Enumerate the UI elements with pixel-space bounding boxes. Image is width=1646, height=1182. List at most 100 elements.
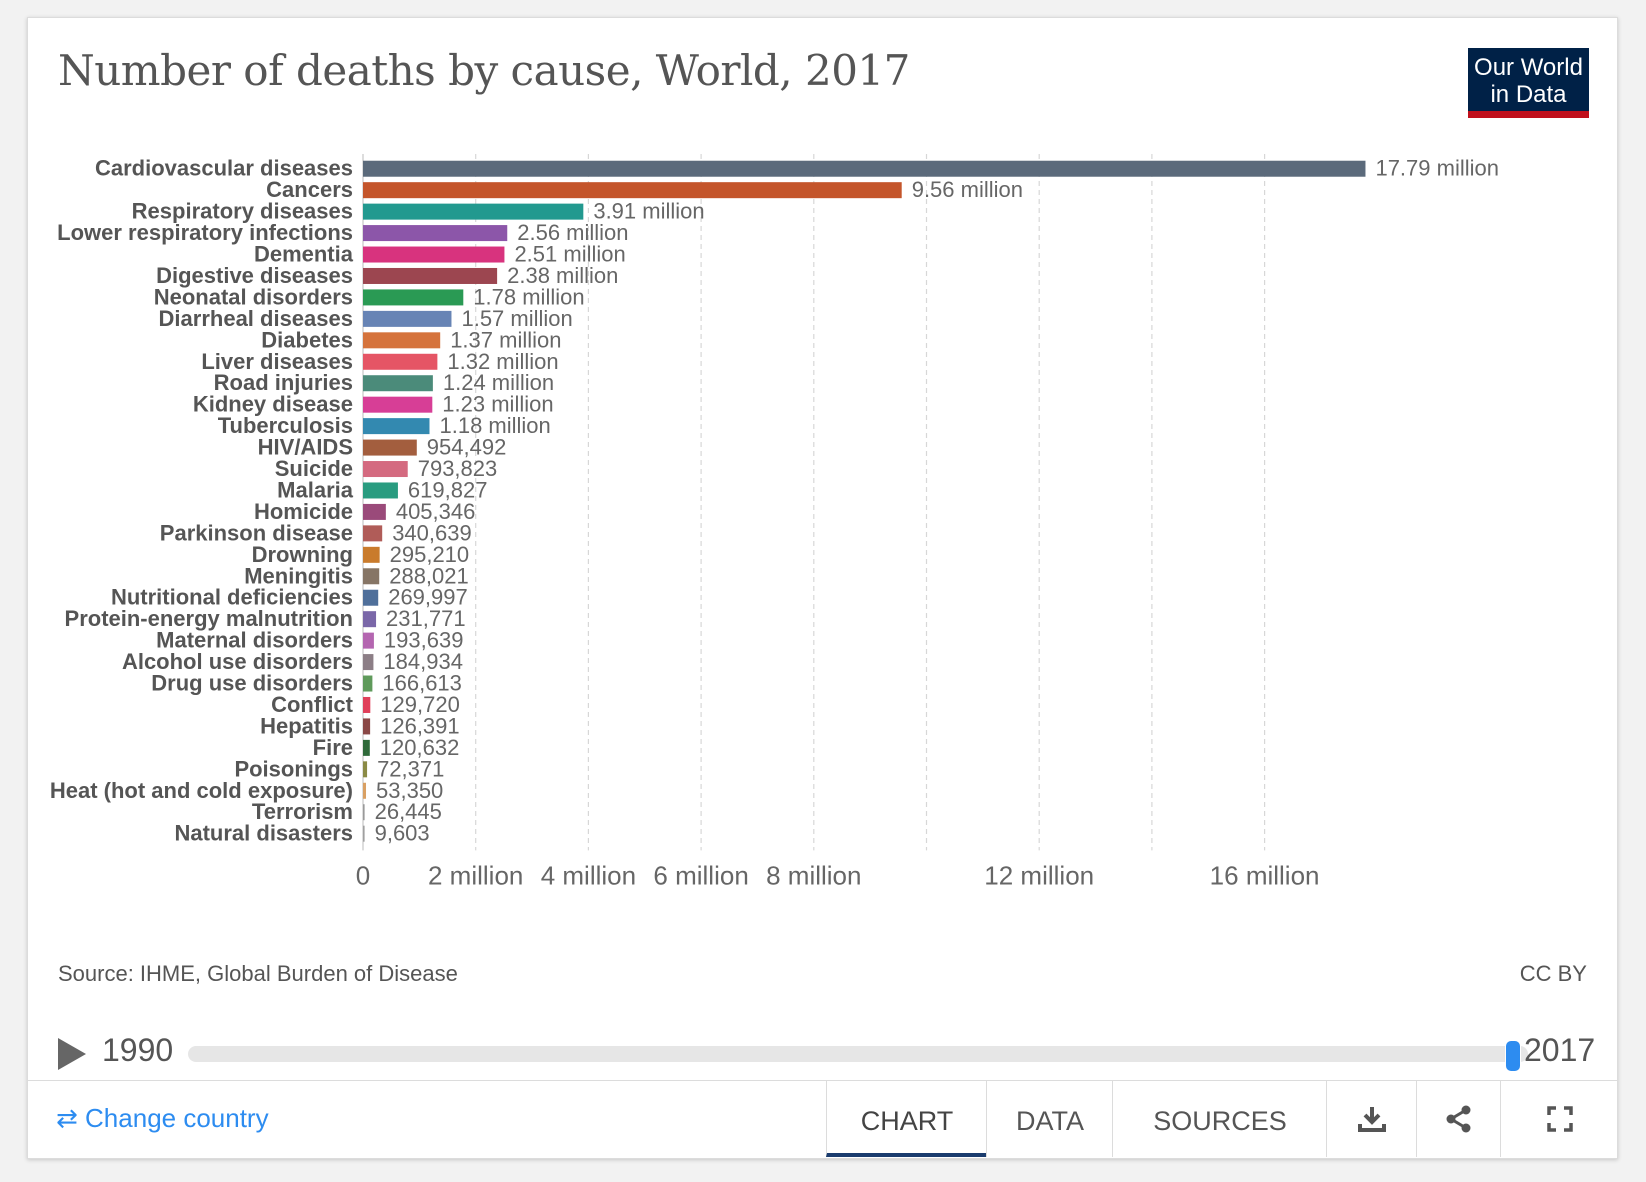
value-label: 1.78 million (473, 284, 584, 309)
bar (363, 525, 383, 542)
bar (363, 546, 380, 563)
timeline-start-year: 1990 (102, 1032, 174, 1068)
category-label: Fire (313, 735, 353, 760)
x-tick-label: 16 million (1210, 860, 1320, 890)
share-icon (1446, 1105, 1471, 1133)
logo-line-2: in Data (1490, 81, 1567, 108)
bar (363, 439, 417, 456)
value-label: 2.38 million (507, 263, 618, 288)
tab-chart[interactable]: CHART (826, 1081, 987, 1157)
value-label: 340,639 (392, 520, 472, 545)
tab-data[interactable]: DATA (986, 1081, 1113, 1157)
bar-chart: Cardiovascular diseases 17.79 million Canc… (50, 154, 1499, 890)
value-label: 126,391 (380, 713, 460, 738)
change-country-button[interactable]: ⇄ Change country (56, 1103, 269, 1134)
value-label: 3.91 million (593, 199, 704, 224)
category-label: Terrorism (252, 799, 353, 824)
category-label: Malaria (277, 477, 354, 502)
bar (363, 353, 438, 370)
category-label: Cancers (266, 177, 353, 202)
value-label: 1.37 million (450, 327, 561, 352)
category-label: HIV/AIDS (258, 435, 353, 460)
logo-line-1: Our World (1474, 54, 1583, 81)
value-label: 405,346 (396, 499, 476, 524)
value-label: 231,771 (386, 606, 466, 631)
value-label: 793,823 (418, 456, 498, 481)
category-label: Diabetes (261, 327, 353, 352)
category-label: Diarrheal diseases (159, 306, 353, 331)
category-label: Protein-energy malnutrition (65, 606, 353, 631)
timeline-slider-handle[interactable] (1505, 1040, 1521, 1072)
value-label: 2.56 million (517, 220, 628, 245)
bar (363, 267, 498, 284)
category-label: Lower respiratory infections (57, 220, 353, 245)
value-label: 1.32 million (447, 349, 558, 374)
bar (363, 461, 408, 478)
x-tick-label: 4 million (541, 860, 636, 890)
swap-arrows-icon: ⇄ (56, 1103, 78, 1133)
source-note[interactable]: Source: IHME, Global Burden of Disease (58, 961, 458, 986)
value-label: 9.56 million (912, 177, 1023, 202)
bar (363, 332, 441, 349)
timeline-slider-track[interactable] (188, 1046, 1528, 1062)
tab-sources[interactable]: SOURCES (1112, 1081, 1327, 1157)
value-label: 17.79 million (1375, 156, 1499, 181)
value-label: 288,021 (389, 563, 469, 588)
change-country-label: Change country (85, 1103, 269, 1133)
bar (363, 696, 371, 713)
bar (363, 482, 398, 499)
value-label: 184,934 (383, 649, 463, 674)
value-label: 166,613 (382, 671, 462, 696)
value-label: 269,997 (388, 585, 468, 610)
bar (363, 246, 505, 263)
bar (363, 310, 452, 327)
bar (363, 568, 380, 585)
x-tick-label: 2 million (428, 860, 523, 890)
value-label: 2.51 million (514, 242, 625, 267)
value-label: 954,492 (427, 435, 507, 460)
bar (363, 804, 365, 821)
x-tick-label: 8 million (766, 860, 861, 890)
bar (363, 375, 433, 392)
value-label: 1.24 million (443, 370, 554, 395)
category-label: Meningitis (244, 563, 353, 588)
bar (363, 761, 368, 778)
category-label: Suicide (275, 456, 353, 481)
fullscreen-button[interactable] (1500, 1081, 1618, 1157)
value-label: 129,720 (380, 692, 460, 717)
category-label: Poisonings (234, 756, 353, 781)
bar (363, 675, 373, 692)
category-label: Maternal disorders (156, 628, 353, 653)
category-label: Conflict (271, 692, 354, 717)
play-icon[interactable] (58, 1038, 86, 1070)
download-icon (1358, 1107, 1386, 1132)
owid-logo[interactable]: Our World in Data (1468, 48, 1589, 118)
chart-card: Number of deaths by cause, World, 2017 O… (27, 17, 1618, 1159)
bar (363, 782, 367, 799)
category-label: Heat (hot and cold exposure) (50, 778, 353, 803)
bar (363, 418, 430, 435)
value-label: 1.57 million (461, 306, 572, 331)
bar (363, 825, 365, 842)
category-label: Road injuries (214, 370, 353, 395)
chart-footer: ⇄ Change country CHART DATA SOURCES (28, 1080, 1617, 1159)
bar (363, 160, 1366, 177)
share-button[interactable] (1416, 1081, 1501, 1157)
value-label: 26,445 (375, 799, 442, 824)
category-label: Drug use disorders (151, 671, 353, 696)
category-label: Tuberculosis (218, 413, 353, 438)
value-label: 295,210 (390, 542, 470, 567)
category-label: Cardiovascular diseases (95, 156, 353, 181)
x-tick-label: 12 million (984, 860, 1094, 890)
category-label: Liver diseases (201, 349, 353, 374)
value-label: 619,827 (408, 477, 488, 502)
value-label: 9,603 (375, 821, 430, 846)
bar (363, 654, 374, 671)
category-label: Alcohol use disorders (122, 649, 353, 674)
category-label: Kidney disease (193, 392, 353, 417)
value-label: 1.18 million (439, 413, 550, 438)
x-tick-label: 6 million (653, 860, 748, 890)
bar (363, 289, 464, 306)
download-button[interactable] (1326, 1081, 1417, 1157)
license-link[interactable]: CC BY (1519, 961, 1587, 986)
